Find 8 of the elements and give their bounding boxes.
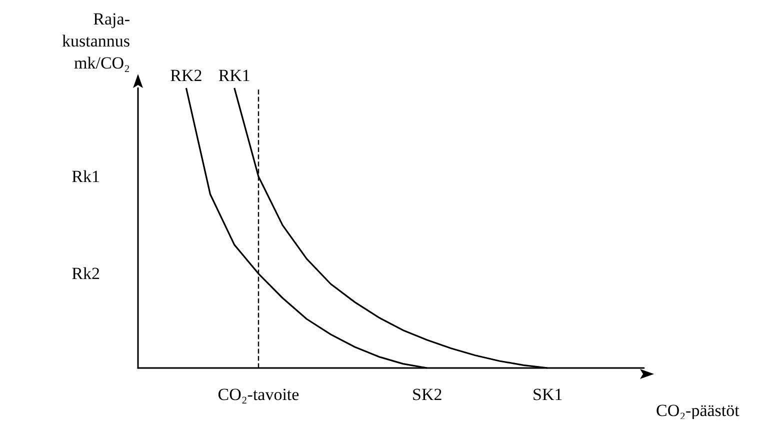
- series-label: RK1: [218, 66, 250, 85]
- text: Rk1: [72, 166, 100, 186]
- x-tick-label: SK2: [412, 385, 442, 404]
- x-tick-label: CO₂-tavoite: [218, 385, 300, 404]
- y-axis-title: Raja- kustannus mk/CO₂: [62, 10, 130, 72]
- text: Rk2: [72, 264, 100, 284]
- legend-label: RK2: [170, 66, 202, 85]
- x-tick-label: SK1: [532, 385, 563, 404]
